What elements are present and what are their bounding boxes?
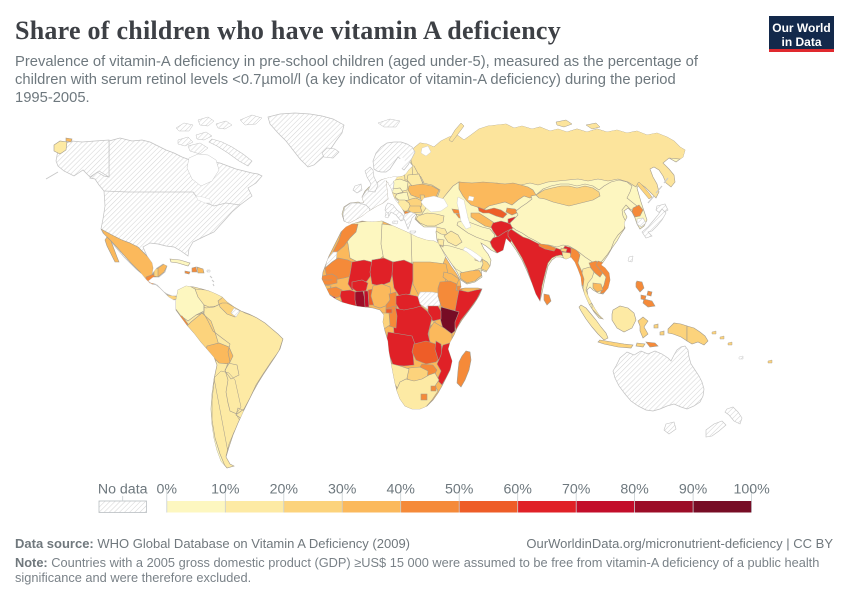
svg-text:20%: 20% bbox=[270, 482, 299, 498]
svg-text:40%: 40% bbox=[386, 482, 415, 498]
svg-text:10%: 10% bbox=[211, 482, 240, 498]
svg-text:100%: 100% bbox=[733, 482, 770, 498]
svg-text:80%: 80% bbox=[620, 482, 649, 498]
svg-text:30%: 30% bbox=[328, 482, 357, 498]
svg-text:0%: 0% bbox=[157, 482, 178, 498]
svg-text:60%: 60% bbox=[503, 482, 532, 498]
svg-text:70%: 70% bbox=[562, 482, 591, 498]
svg-text:50%: 50% bbox=[445, 482, 474, 498]
svg-text:90%: 90% bbox=[679, 482, 708, 498]
svg-text:No data: No data bbox=[98, 482, 148, 498]
